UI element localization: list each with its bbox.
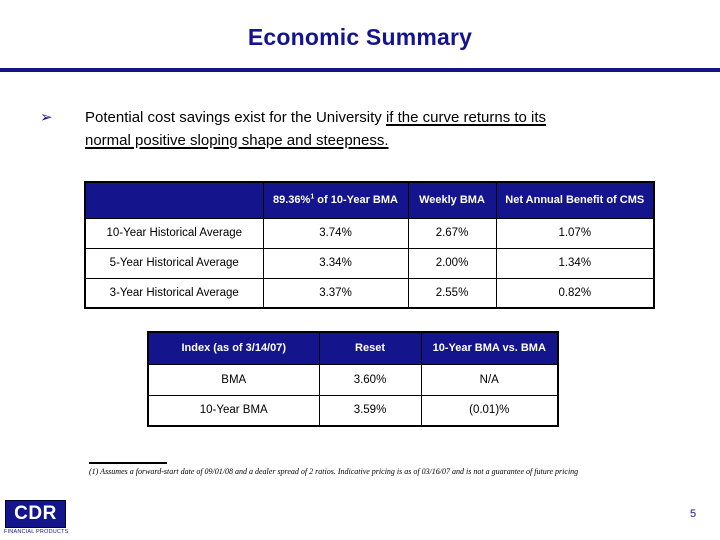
logo-text: CDR [14,503,57,524]
cell-value: 1.34% [495,247,655,279]
cell-value: 2.55% [407,277,497,309]
cell-value: 3.37% [262,277,409,309]
table-row: 3-Year Historical Average 3.37% 2.55% 0.… [84,277,655,309]
header-cell-reset: Reset [318,331,422,365]
cell-value: 3.60% [318,363,422,396]
cell-value: 3.34% [262,247,409,279]
footnote-ref-1: 1 [310,193,315,201]
bullet-text-underlined-2: normal positive sloping shape and steepn… [85,132,389,149]
cell-value: 1.07% [495,217,655,249]
cell-value: N/A [420,363,559,396]
cell-value: 3.74% [262,217,409,249]
historical-averages-table: 89.36%1 of 10-Year BMA Weekly BMA Net An… [84,181,655,309]
bullet-text-underlined-1: if the curve returns to its [385,109,547,126]
bullet-arrow-icon: ➢ [40,109,53,126]
header-cell-net-annual-benefit: Net Annual Benefit of CMS [495,181,655,219]
bullet-item: ➢ Potential cost savings exist for the U… [40,106,650,152]
cell-value: 0.82% [495,277,655,309]
table-row: BMA 3.60% N/A [147,363,559,396]
page-title: Economic Summary [247,24,473,50]
cell-value: 3.59% [318,394,422,427]
title-divider [0,68,720,72]
bullet-text: Potential cost savings exist for the Uni… [85,106,650,152]
table-row: 10-Year Historical Average 3.74% 2.67% 1… [84,217,655,249]
logo-tagline: FINANCIAL PRODUCTS [4,529,69,535]
table-header-row: Index (as of 3/14/07) Reset 10-Year BMA … [147,331,559,365]
table-header-row: 89.36%1 of 10-Year BMA Weekly BMA Net An… [84,181,655,219]
table-row: 5-Year Historical Average 3.34% 2.00% 1.… [84,247,655,279]
footnote-divider [89,462,167,464]
row-label: 3-Year Historical Average [84,277,264,309]
page-number: 5 [690,508,697,520]
header-cell-index: Index (as of 3/14/07) [147,331,320,365]
cell-value: 2.67% [407,217,497,249]
row-label: 5-Year Historical Average [84,247,264,279]
header-cell-weekly-bma: Weekly BMA [407,181,497,219]
bullet-text-plain: Potential cost savings exist for the Uni… [85,109,386,126]
cell-value: (0.01)% [420,394,559,427]
cell-value: 2.00% [407,247,497,279]
header-bma-pct-rest: of 10-Year BMA [314,193,398,206]
header-cell-blank [84,181,264,219]
company-logo: CDR [5,500,66,528]
header-cell-bma-pct: 89.36%1 of 10-Year BMA [262,181,409,219]
table-row: 10-Year BMA 3.59% (0.01)% [147,394,559,427]
footnote-text: (1) Assumes a forward-start date of 09/0… [89,467,579,476]
index-reset-table: Index (as of 3/14/07) Reset 10-Year BMA … [147,331,559,427]
header-bma-pct-base: 89.36% [273,193,311,206]
row-label: 10-Year BMA [147,394,320,427]
row-label: BMA [147,363,320,396]
header-cell-bma-vs-bma: 10-Year BMA vs. BMA [420,331,559,365]
row-label: 10-Year Historical Average [84,217,264,249]
